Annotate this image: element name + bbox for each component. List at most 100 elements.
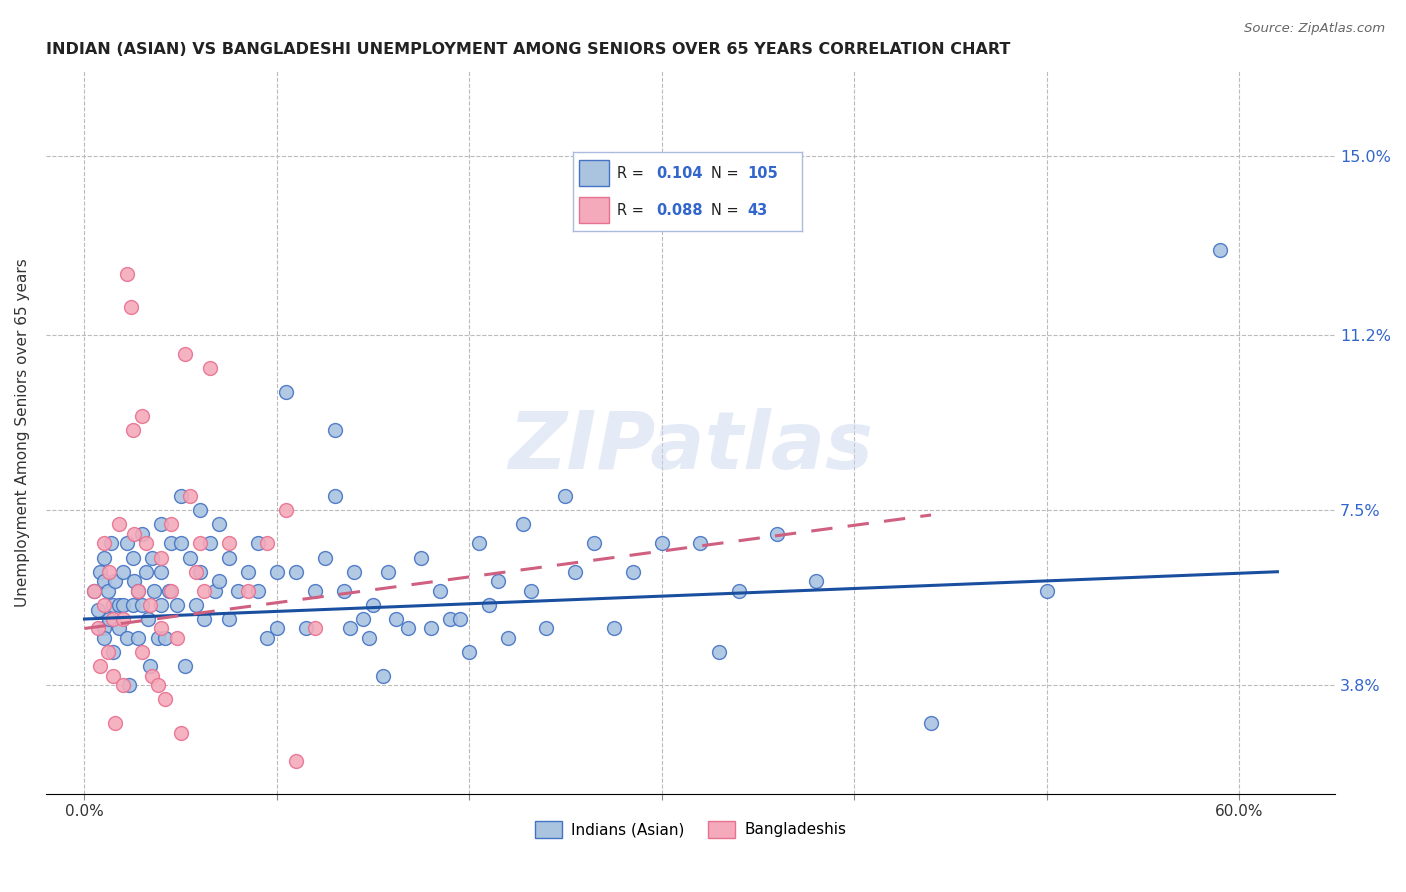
- Point: [377, 565, 399, 579]
- Point: [323, 423, 346, 437]
- Point: [709, 645, 731, 659]
- Point: [131, 527, 153, 541]
- Point: [103, 645, 125, 659]
- Point: [127, 583, 149, 598]
- Point: [111, 612, 134, 626]
- Point: [621, 565, 644, 579]
- Point: [477, 598, 499, 612]
- Point: [111, 598, 134, 612]
- Text: ZIPatlas: ZIPatlas: [508, 408, 873, 485]
- Point: [411, 550, 433, 565]
- Point: [371, 669, 394, 683]
- Point: [333, 583, 356, 598]
- Point: [314, 550, 336, 565]
- Point: [184, 565, 207, 579]
- Point: [108, 622, 131, 636]
- Y-axis label: Unemployment Among Seniors over 65 years: Unemployment Among Seniors over 65 years: [15, 258, 30, 607]
- Point: [188, 503, 211, 517]
- Point: [256, 631, 278, 645]
- Point: [583, 536, 606, 550]
- Point: [115, 631, 138, 645]
- Point: [87, 602, 110, 616]
- Point: [104, 574, 127, 589]
- Point: [173, 347, 195, 361]
- Point: [93, 550, 115, 565]
- Point: [1208, 243, 1230, 257]
- Point: [121, 550, 143, 565]
- Point: [166, 631, 188, 645]
- Point: [188, 565, 211, 579]
- Point: [111, 565, 134, 579]
- Point: [468, 536, 491, 550]
- Point: [124, 527, 146, 541]
- Point: [131, 409, 153, 423]
- Point: [198, 536, 221, 550]
- Point: [218, 536, 240, 550]
- Point: [218, 612, 240, 626]
- Point: [89, 659, 111, 673]
- Point: [353, 612, 375, 626]
- Point: [93, 631, 115, 645]
- Point: [188, 536, 211, 550]
- Point: [121, 598, 143, 612]
- Point: [184, 598, 207, 612]
- Point: [536, 622, 558, 636]
- Point: [602, 622, 624, 636]
- Point: [120, 300, 142, 314]
- Point: [419, 622, 441, 636]
- Point: [285, 565, 308, 579]
- Point: [103, 598, 125, 612]
- Text: INDIAN (ASIAN) VS BANGLADESHI UNEMPLOYMENT AMONG SENIORS OVER 65 YEARS CORRELATI: INDIAN (ASIAN) VS BANGLADESHI UNEMPLOYME…: [46, 42, 1011, 57]
- Point: [236, 583, 259, 598]
- Point: [157, 583, 180, 598]
- Point: [246, 536, 269, 550]
- Point: [169, 489, 191, 503]
- Point: [458, 645, 481, 659]
- Point: [193, 583, 215, 598]
- Point: [564, 565, 586, 579]
- Point: [160, 536, 183, 550]
- Point: [150, 517, 173, 532]
- Point: [285, 754, 308, 768]
- Point: [141, 669, 163, 683]
- Point: [236, 565, 259, 579]
- Point: [135, 565, 157, 579]
- Point: [198, 361, 221, 376]
- Point: [256, 536, 278, 550]
- Point: [179, 550, 201, 565]
- Point: [218, 550, 240, 565]
- Text: R =: R =: [617, 202, 648, 218]
- Point: [208, 517, 231, 532]
- Point: [115, 267, 138, 281]
- Point: [339, 622, 361, 636]
- Point: [361, 598, 384, 612]
- Point: [512, 517, 534, 532]
- Point: [141, 550, 163, 565]
- Point: [343, 565, 366, 579]
- Point: [100, 536, 122, 550]
- Point: [276, 384, 298, 399]
- Point: [920, 716, 942, 731]
- Text: 0.104: 0.104: [655, 166, 703, 180]
- Point: [439, 612, 461, 626]
- Point: [173, 659, 195, 673]
- Point: [121, 423, 143, 437]
- Point: [554, 489, 576, 503]
- Legend: Indians (Asian), Bangladeshis: Indians (Asian), Bangladeshis: [529, 814, 852, 844]
- Point: [103, 669, 125, 683]
- Point: [131, 645, 153, 659]
- Point: [651, 536, 673, 550]
- Point: [150, 622, 173, 636]
- Point: [111, 678, 134, 692]
- Point: [689, 536, 711, 550]
- Point: [486, 574, 509, 589]
- Point: [179, 489, 201, 503]
- Point: [108, 598, 131, 612]
- Point: [1035, 583, 1057, 598]
- Point: [89, 565, 111, 579]
- Point: [304, 583, 326, 598]
- Point: [520, 583, 543, 598]
- Point: [98, 612, 121, 626]
- Point: [385, 612, 408, 626]
- Point: [98, 565, 121, 579]
